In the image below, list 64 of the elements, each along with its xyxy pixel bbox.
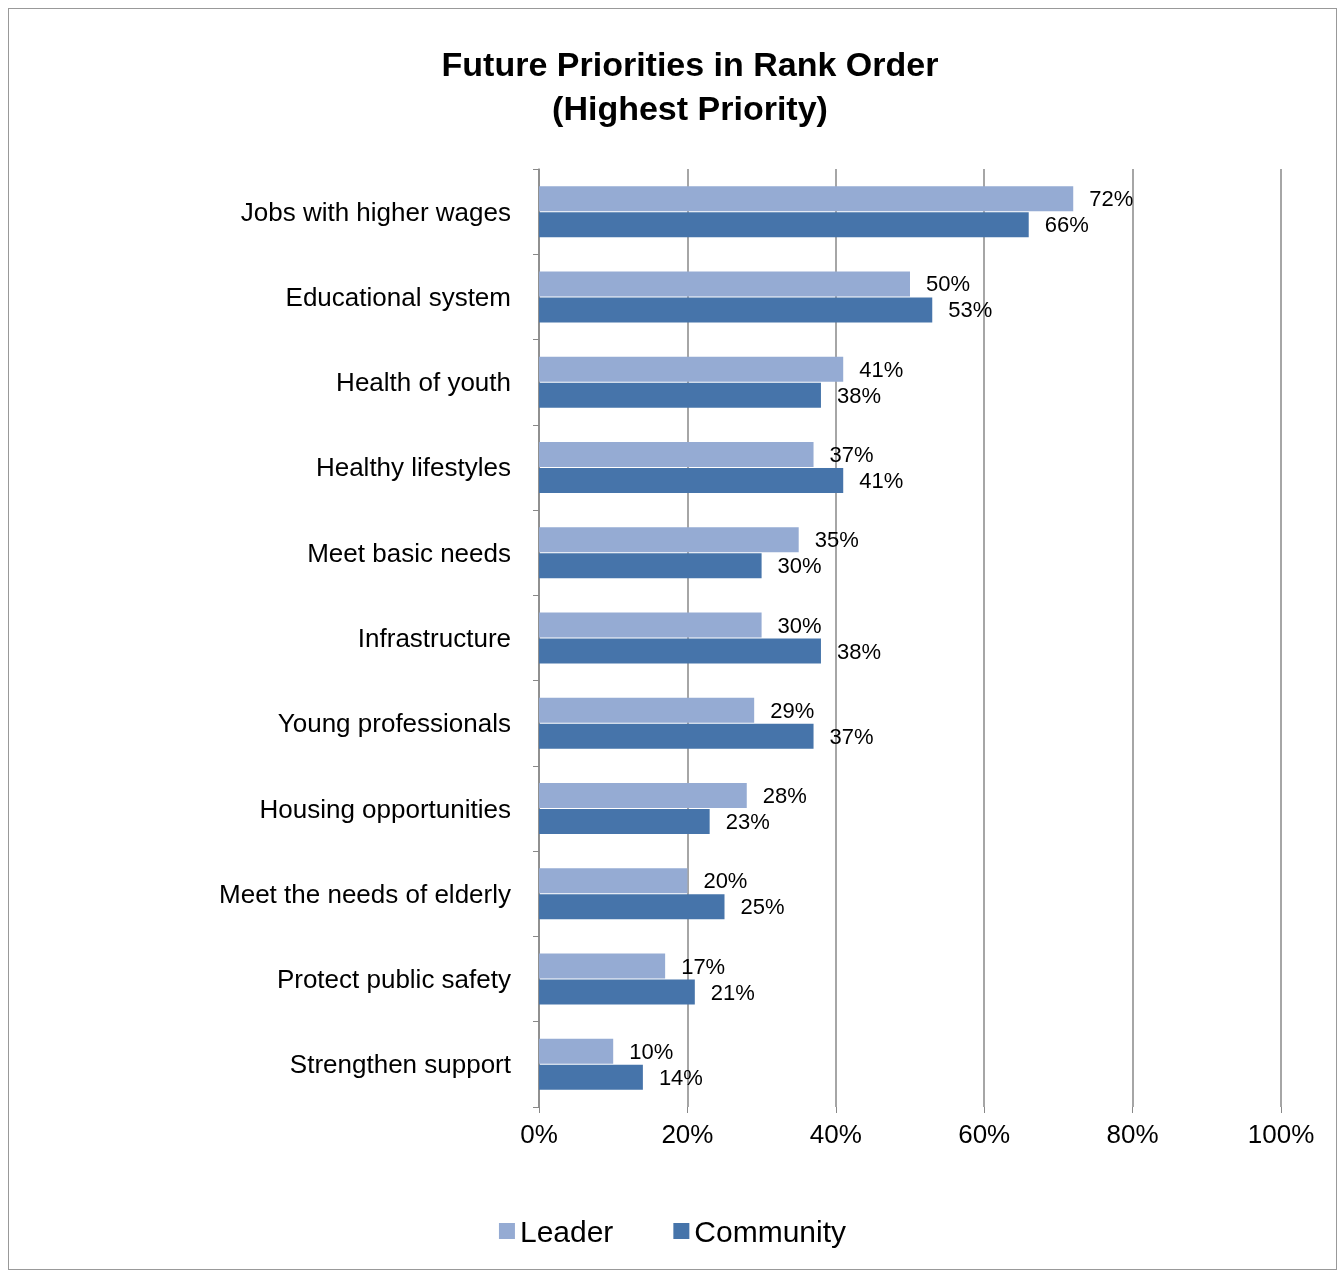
data-label: 35% xyxy=(814,527,859,553)
bar xyxy=(539,356,844,382)
x-tick-label: 80% xyxy=(1106,1119,1159,1149)
bar xyxy=(539,441,814,467)
bar xyxy=(539,553,762,579)
y-tick-label: Strengthen support xyxy=(289,1049,512,1080)
data-label: 38% xyxy=(836,638,882,664)
data-label: 53% xyxy=(948,297,993,323)
bar xyxy=(539,527,799,553)
bar xyxy=(539,894,725,920)
bar xyxy=(539,1038,614,1064)
bar xyxy=(539,868,688,894)
bar xyxy=(539,612,762,638)
y-tick-label: Protect public safety xyxy=(276,964,511,995)
data-label: 41% xyxy=(859,467,904,493)
x-tick-label: 0% xyxy=(520,1119,558,1149)
bar xyxy=(539,953,666,979)
y-tick-label: Meet the needs of elderly xyxy=(219,878,511,909)
x-tick-label: 60% xyxy=(958,1119,1011,1149)
bar xyxy=(539,979,695,1005)
bar xyxy=(539,271,910,297)
data-label: 30% xyxy=(777,612,822,638)
legend-label: Leader xyxy=(519,1214,614,1248)
bar xyxy=(539,186,1074,212)
bar xyxy=(539,1064,643,1090)
bar xyxy=(539,467,844,493)
y-tick-label: Health of youth xyxy=(336,367,511,398)
data-label: 25% xyxy=(740,894,785,920)
y-tick-label: Jobs with higher wages xyxy=(240,196,511,227)
bar xyxy=(539,382,821,408)
bar xyxy=(539,297,933,323)
data-label: 38% xyxy=(836,382,882,408)
bar xyxy=(539,638,821,664)
legend-label: Community xyxy=(694,1214,847,1248)
y-tick-label: Housing opportunities xyxy=(259,793,511,824)
data-label: 37% xyxy=(829,723,874,749)
bar xyxy=(539,809,710,835)
y-tick-label: Meet basic needs xyxy=(307,537,511,568)
data-label: 41% xyxy=(859,356,904,382)
x-tick-label: 20% xyxy=(661,1119,714,1149)
data-label: 30% xyxy=(777,553,822,579)
y-tick-label: Infrastructure xyxy=(357,623,511,653)
bar xyxy=(539,723,814,749)
data-label: 21% xyxy=(710,979,755,1005)
data-label: 37% xyxy=(829,441,874,467)
data-label: 20% xyxy=(703,868,748,894)
x-tick-label: 100% xyxy=(1247,1119,1315,1149)
chart-title: Future Priorities in Rank Order (Highest Priority) xyxy=(441,45,939,127)
data-label: 28% xyxy=(762,783,807,809)
data-label: 50% xyxy=(926,271,971,297)
data-label: 66% xyxy=(1044,212,1089,238)
data-label: 23% xyxy=(725,809,770,835)
bar xyxy=(539,783,747,809)
data-label: 14% xyxy=(658,1064,703,1090)
x-tick-label: 40% xyxy=(809,1119,862,1149)
data-label: 72% xyxy=(1089,186,1134,212)
bar xyxy=(539,697,755,723)
data-label: 17% xyxy=(681,953,726,979)
y-tick-label: Young professionals xyxy=(277,708,511,739)
data-label: 29% xyxy=(770,697,815,723)
bar xyxy=(539,212,1029,238)
y-tick-label: Healthy lifestyles xyxy=(315,452,511,483)
y-tick-label: Educational system xyxy=(285,281,511,312)
data-label: 10% xyxy=(629,1038,674,1064)
